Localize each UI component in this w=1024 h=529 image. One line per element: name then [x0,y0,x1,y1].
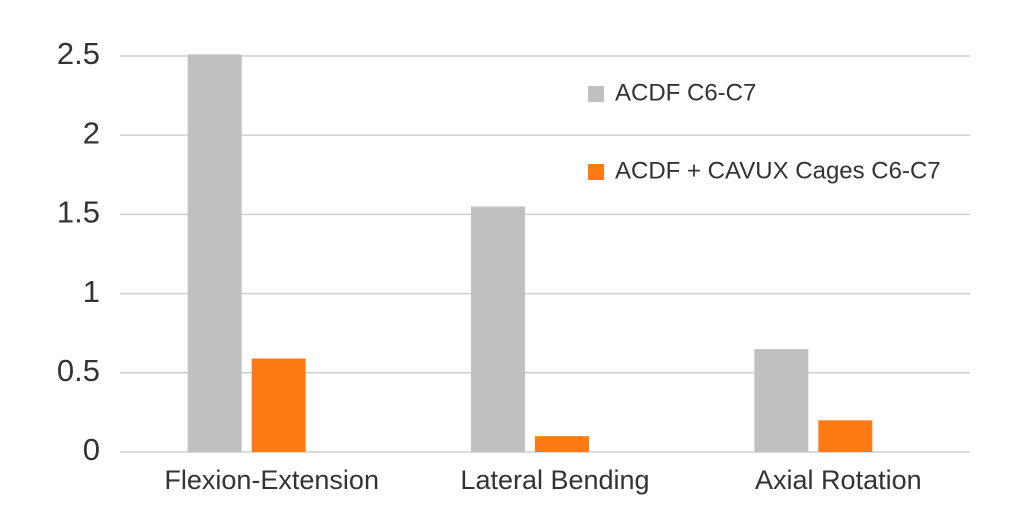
y-tick-label: 1.5 [57,195,100,230]
legend-label: ACDF C6-C7 [615,79,756,106]
y-tick-label: 0.5 [57,353,100,388]
bar [535,436,589,452]
bar [471,206,525,452]
y-tick-label: 2 [83,115,100,150]
legend-swatch [588,86,604,102]
x-tick-label: Lateral Bending [460,465,649,495]
bar [251,358,306,452]
bar [187,54,242,452]
bar [818,420,873,452]
legend-swatch [588,164,604,180]
bar [754,349,809,452]
x-tick-label: Axial Rotation [755,465,922,495]
legend-label: ACDF + CAVUX Cages C6-C7 [615,157,941,184]
y-tick-label: 1 [83,274,100,309]
y-tick-label: 2.5 [57,36,100,71]
x-tick-label: Flexion-Extension [164,465,379,495]
y-tick-label: 0 [83,432,100,467]
